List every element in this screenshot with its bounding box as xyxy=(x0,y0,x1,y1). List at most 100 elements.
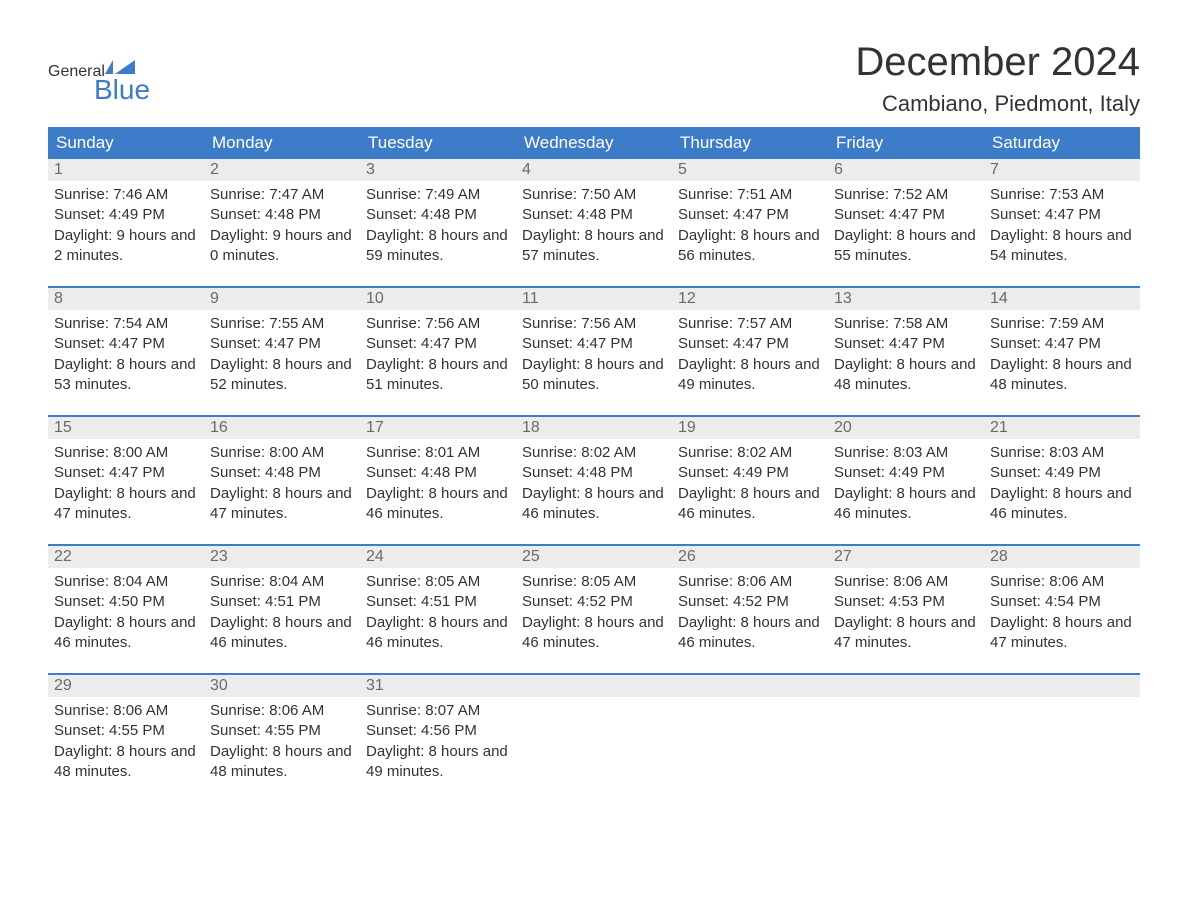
day-body: Sunrise: 7:51 AMSunset: 4:47 PMDaylight:… xyxy=(672,181,828,272)
sunrise-line: Sunrise: 8:02 AM xyxy=(522,443,666,463)
day-number: 5 xyxy=(672,159,828,181)
day-cell xyxy=(672,675,828,788)
daylight-line: Daylight: 8 hours and 52 minutes. xyxy=(210,355,354,396)
sunrise-line: Sunrise: 8:06 AM xyxy=(834,572,978,592)
daylight-line: Daylight: 8 hours and 46 minutes. xyxy=(54,613,198,654)
weekday-saturday: Saturday xyxy=(984,127,1140,159)
day-cell: 29Sunrise: 8:06 AMSunset: 4:55 PMDayligh… xyxy=(48,675,204,788)
day-cell xyxy=(984,675,1140,788)
day-body: Sunrise: 8:06 AMSunset: 4:53 PMDaylight:… xyxy=(828,568,984,659)
day-number: 19 xyxy=(672,417,828,439)
day-body: Sunrise: 7:52 AMSunset: 4:47 PMDaylight:… xyxy=(828,181,984,272)
sunrise-line: Sunrise: 8:06 AM xyxy=(990,572,1134,592)
daylight-line: Daylight: 8 hours and 48 minutes. xyxy=(210,742,354,783)
sunset-line: Sunset: 4:49 PM xyxy=(990,463,1134,483)
day-cell: 16Sunrise: 8:00 AMSunset: 4:48 PMDayligh… xyxy=(204,417,360,530)
sunrise-line: Sunrise: 7:57 AM xyxy=(678,314,822,334)
sunrise-line: Sunrise: 7:51 AM xyxy=(678,185,822,205)
day-number: 30 xyxy=(204,675,360,697)
location: Cambiano, Piedmont, Italy xyxy=(855,91,1140,117)
week-row: 1Sunrise: 7:46 AMSunset: 4:49 PMDaylight… xyxy=(48,159,1140,272)
day-cell: 8Sunrise: 7:54 AMSunset: 4:47 PMDaylight… xyxy=(48,288,204,401)
day-number: 15 xyxy=(48,417,204,439)
day-number xyxy=(516,675,672,697)
day-number: 3 xyxy=(360,159,516,181)
sunset-line: Sunset: 4:47 PM xyxy=(834,334,978,354)
sunset-line: Sunset: 4:48 PM xyxy=(522,205,666,225)
sunrise-line: Sunrise: 8:03 AM xyxy=(990,443,1134,463)
sunset-line: Sunset: 4:49 PM xyxy=(834,463,978,483)
daylight-line: Daylight: 8 hours and 46 minutes. xyxy=(834,484,978,525)
sunrise-line: Sunrise: 7:58 AM xyxy=(834,314,978,334)
sunrise-line: Sunrise: 7:56 AM xyxy=(366,314,510,334)
day-number: 10 xyxy=(360,288,516,310)
daylight-line: Daylight: 8 hours and 56 minutes. xyxy=(678,226,822,267)
day-cell: 1Sunrise: 7:46 AMSunset: 4:49 PMDaylight… xyxy=(48,159,204,272)
day-cell: 30Sunrise: 8:06 AMSunset: 4:55 PMDayligh… xyxy=(204,675,360,788)
day-cell: 15Sunrise: 8:00 AMSunset: 4:47 PMDayligh… xyxy=(48,417,204,530)
day-number: 4 xyxy=(516,159,672,181)
weeks-container: 1Sunrise: 7:46 AMSunset: 4:49 PMDaylight… xyxy=(48,159,1140,788)
day-number: 2 xyxy=(204,159,360,181)
sunset-line: Sunset: 4:52 PM xyxy=(522,592,666,612)
daylight-line: Daylight: 8 hours and 49 minutes. xyxy=(366,742,510,783)
day-cell: 3Sunrise: 7:49 AMSunset: 4:48 PMDaylight… xyxy=(360,159,516,272)
day-number: 9 xyxy=(204,288,360,310)
brand-text: General Blue xyxy=(48,56,150,104)
daylight-line: Daylight: 8 hours and 48 minutes. xyxy=(834,355,978,396)
sunset-line: Sunset: 4:48 PM xyxy=(366,463,510,483)
daylight-line: Daylight: 8 hours and 46 minutes. xyxy=(366,613,510,654)
day-number: 17 xyxy=(360,417,516,439)
day-body: Sunrise: 8:06 AMSunset: 4:55 PMDaylight:… xyxy=(204,697,360,788)
daylight-line: Daylight: 8 hours and 50 minutes. xyxy=(522,355,666,396)
sunset-line: Sunset: 4:47 PM xyxy=(366,334,510,354)
day-body: Sunrise: 8:06 AMSunset: 4:52 PMDaylight:… xyxy=(672,568,828,659)
day-number: 22 xyxy=(48,546,204,568)
sunset-line: Sunset: 4:51 PM xyxy=(366,592,510,612)
day-body: Sunrise: 8:03 AMSunset: 4:49 PMDaylight:… xyxy=(984,439,1140,530)
day-cell: 10Sunrise: 7:56 AMSunset: 4:47 PMDayligh… xyxy=(360,288,516,401)
daylight-line: Daylight: 8 hours and 59 minutes. xyxy=(366,226,510,267)
weekday-friday: Friday xyxy=(828,127,984,159)
daylight-line: Daylight: 8 hours and 48 minutes. xyxy=(990,355,1134,396)
sunrise-line: Sunrise: 8:02 AM xyxy=(678,443,822,463)
day-cell: 25Sunrise: 8:05 AMSunset: 4:52 PMDayligh… xyxy=(516,546,672,659)
day-cell: 26Sunrise: 8:06 AMSunset: 4:52 PMDayligh… xyxy=(672,546,828,659)
day-cell: 21Sunrise: 8:03 AMSunset: 4:49 PMDayligh… xyxy=(984,417,1140,530)
sunset-line: Sunset: 4:47 PM xyxy=(678,334,822,354)
sunrise-line: Sunrise: 8:07 AM xyxy=(366,701,510,721)
day-body: Sunrise: 7:55 AMSunset: 4:47 PMDaylight:… xyxy=(204,310,360,401)
day-number: 13 xyxy=(828,288,984,310)
day-cell: 19Sunrise: 8:02 AMSunset: 4:49 PMDayligh… xyxy=(672,417,828,530)
sunset-line: Sunset: 4:47 PM xyxy=(522,334,666,354)
daylight-line: Daylight: 8 hours and 47 minutes. xyxy=(834,613,978,654)
sunrise-line: Sunrise: 8:00 AM xyxy=(210,443,354,463)
daylight-line: Daylight: 8 hours and 57 minutes. xyxy=(522,226,666,267)
day-body: Sunrise: 7:50 AMSunset: 4:48 PMDaylight:… xyxy=(516,181,672,272)
weekday-header: SundayMondayTuesdayWednesdayThursdayFrid… xyxy=(48,127,1140,159)
sunset-line: Sunset: 4:48 PM xyxy=(210,205,354,225)
sunset-line: Sunset: 4:49 PM xyxy=(678,463,822,483)
day-cell: 2Sunrise: 7:47 AMSunset: 4:48 PMDaylight… xyxy=(204,159,360,272)
day-body: Sunrise: 8:07 AMSunset: 4:56 PMDaylight:… xyxy=(360,697,516,788)
day-body: Sunrise: 8:06 AMSunset: 4:55 PMDaylight:… xyxy=(48,697,204,788)
day-body: Sunrise: 8:04 AMSunset: 4:51 PMDaylight:… xyxy=(204,568,360,659)
daylight-line: Daylight: 8 hours and 49 minutes. xyxy=(678,355,822,396)
sunset-line: Sunset: 4:47 PM xyxy=(678,205,822,225)
day-number: 7 xyxy=(984,159,1140,181)
daylight-line: Daylight: 8 hours and 54 minutes. xyxy=(990,226,1134,267)
day-body: Sunrise: 7:53 AMSunset: 4:47 PMDaylight:… xyxy=(984,181,1140,272)
day-number: 1 xyxy=(48,159,204,181)
daylight-line: Daylight: 8 hours and 46 minutes. xyxy=(210,613,354,654)
sunset-line: Sunset: 4:49 PM xyxy=(54,205,198,225)
sunset-line: Sunset: 4:47 PM xyxy=(210,334,354,354)
day-body: Sunrise: 8:05 AMSunset: 4:52 PMDaylight:… xyxy=(516,568,672,659)
day-number: 14 xyxy=(984,288,1140,310)
brand-logo: General Blue xyxy=(48,40,150,104)
sunset-line: Sunset: 4:47 PM xyxy=(990,205,1134,225)
day-number: 26 xyxy=(672,546,828,568)
daylight-line: Daylight: 8 hours and 46 minutes. xyxy=(522,484,666,525)
sunrise-line: Sunrise: 7:59 AM xyxy=(990,314,1134,334)
header: General Blue December 2024 Cambiano, Pie… xyxy=(48,40,1140,117)
sunset-line: Sunset: 4:47 PM xyxy=(834,205,978,225)
